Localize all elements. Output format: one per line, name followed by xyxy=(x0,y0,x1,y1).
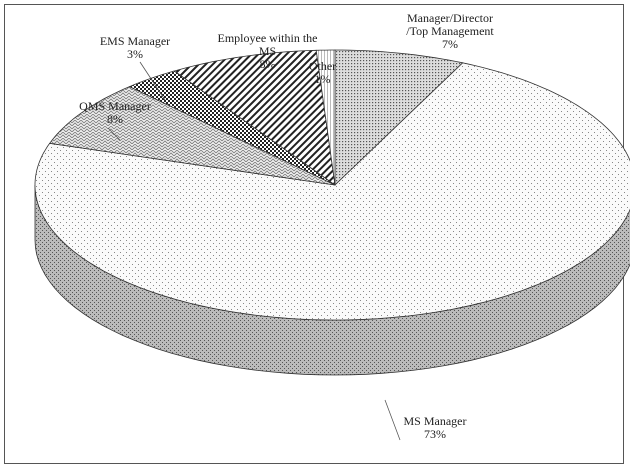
value-label: 73% xyxy=(424,427,446,441)
slice-label: EMS Manager 3% xyxy=(95,35,175,61)
slice xyxy=(315,49,336,186)
slice-label: MS Manager 73% xyxy=(380,415,490,441)
slice-label: QMS Manager 8% xyxy=(70,100,160,126)
slice xyxy=(334,49,464,186)
value-label: 3% xyxy=(127,47,143,61)
category-name: Employee within the MS xyxy=(217,31,318,58)
value-label: 8% xyxy=(259,57,276,71)
category-name: MS Manager xyxy=(403,414,467,428)
slice xyxy=(173,49,336,186)
leader-lines xyxy=(107,61,401,441)
value-label: 8% xyxy=(107,112,123,126)
value-label: 1% xyxy=(314,72,331,86)
slice-label: Other 1% xyxy=(300,60,345,86)
slice-label: Employee within the MS 8% xyxy=(215,32,320,71)
category-name: QMS Manager xyxy=(79,99,151,113)
value-label: 7% xyxy=(442,37,458,51)
slice-label: Manager/Director /Top Management 7% xyxy=(395,12,505,51)
category-name: Manager/Director /Top Management xyxy=(406,11,494,38)
slice xyxy=(34,62,630,321)
slice xyxy=(48,86,336,186)
category-name: Other xyxy=(308,59,337,73)
category-name: EMS Manager xyxy=(99,34,171,48)
